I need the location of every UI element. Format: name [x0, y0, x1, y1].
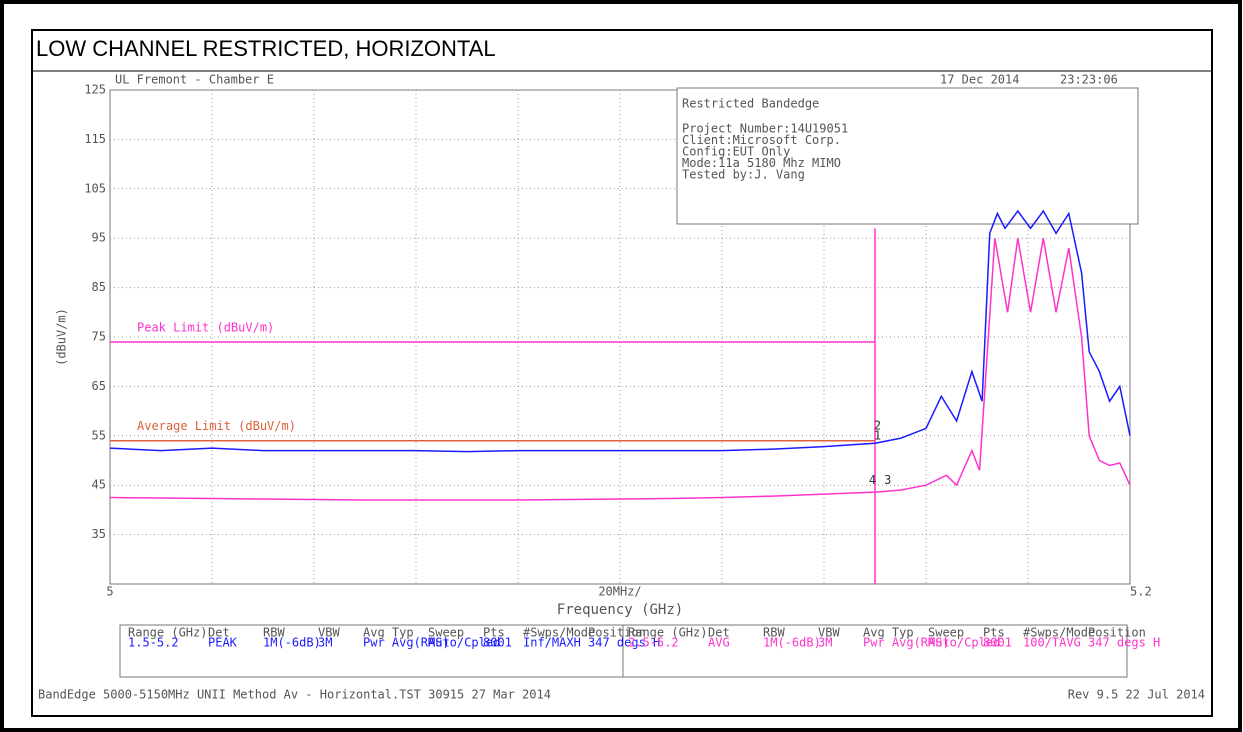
footer-right: Rev 9.5 22 Jul 2014 [1068, 688, 1205, 702]
time: 23:23:06 [1060, 73, 1118, 87]
table-header: Det [708, 626, 730, 640]
table-cell: 3M [818, 636, 832, 650]
date: 17 Dec 2014 [940, 73, 1019, 87]
table-header: RBW [263, 626, 285, 640]
y-tick-label: 95 [92, 231, 106, 245]
table-header: Range (GHz) [628, 626, 707, 640]
x-tick-label: 5.2 [1130, 585, 1152, 599]
table-cell: 1M(-6dB) [763, 636, 821, 650]
y-tick-label: 55 [92, 428, 106, 442]
y-tick-label: 85 [92, 280, 106, 294]
table-cell: 347 degs H [1088, 636, 1160, 650]
table-cell: AVG [708, 636, 730, 650]
table-cell: Auto/Cpled [928, 636, 1000, 650]
limit-label: Peak Limit (dBuV/m) [137, 320, 274, 334]
y-tick-label: 75 [92, 330, 106, 344]
info-line: Config:EUT Only [682, 145, 790, 159]
table-header: VBW [318, 626, 340, 640]
marker-label: 3 [884, 473, 891, 487]
y-tick-label: 115 [84, 132, 106, 146]
table-header: #Swps/Mode [1023, 626, 1095, 640]
table-header: Avg Typ [363, 626, 414, 640]
table-header: Position [588, 626, 646, 640]
y-axis-label: (dBuV/m) [55, 308, 69, 366]
info-line: Tested by:J. Vang [682, 168, 805, 182]
marker-label: 1 [874, 428, 881, 442]
x-division: 20MHz/ [598, 585, 641, 599]
table-header: Pts [983, 626, 1005, 640]
trace [109, 238, 1131, 501]
table-header: RBW [763, 626, 785, 640]
y-tick-label: 125 [84, 83, 106, 97]
trace [109, 209, 1131, 453]
y-tick-label: 105 [84, 181, 106, 195]
site: UL Fremont - Chamber E [115, 73, 274, 87]
info-title: Restricted Bandedge [682, 97, 819, 111]
table-cell: 1.5-5.2 [128, 636, 179, 650]
table-cell: 2.5-5.2 [628, 636, 679, 650]
table-header: Avg Typ [863, 626, 914, 640]
table-header: Sweep [428, 626, 464, 640]
x-axis-label: Frequency (GHz) [557, 602, 683, 618]
table-cell: Pwr Avg(RMS) [363, 636, 450, 650]
table-cell: Inf/MAXH [523, 636, 581, 650]
info-line: Project Number:14U19051 [682, 122, 848, 136]
footer-left: BandEdge 5000-5150MHz UNII Method Av - H… [38, 688, 551, 702]
y-tick-label: 35 [92, 527, 106, 541]
info-line: Mode:11a 5180 Mhz MIMO [682, 156, 841, 170]
table-cell: 8001 [983, 636, 1012, 650]
table-cell: 8001 [483, 636, 512, 650]
table-header: VBW [818, 626, 840, 640]
table-header: Range (GHz) [128, 626, 207, 640]
table-cell: 347 degs H [588, 636, 660, 650]
chart-title: LOW CHANNEL RESTRICTED, HORIZONTAL [36, 36, 496, 61]
table-cell: 100/TAVG [1023, 636, 1081, 650]
inner-frame [31, 29, 1213, 717]
limit-label: Average Limit (dBuV/m) [137, 419, 296, 433]
table-header: Pts [483, 626, 505, 640]
table-header: #Swps/Mode [523, 626, 595, 640]
table-cell: Pwr Avg(RMS) [863, 636, 950, 650]
table-header: Det [208, 626, 230, 640]
info-box [676, 87, 1139, 225]
y-tick-label: 45 [92, 478, 106, 492]
table-header: Sweep [928, 626, 964, 640]
info-line: Client:Microsoft Corp. [682, 133, 841, 147]
marker-label: 2 [874, 418, 881, 432]
table-header: Position [1088, 626, 1146, 640]
table-cell: Auto/Cpled [428, 636, 500, 650]
y-tick-label: 65 [92, 379, 106, 393]
table-cell: PEAK [208, 636, 238, 650]
marker-label: 4 [869, 473, 876, 487]
x-tick-label: 5 [106, 585, 113, 599]
table-cell: 3M [318, 636, 332, 650]
table-cell: 1M(-6dB) [263, 636, 321, 650]
